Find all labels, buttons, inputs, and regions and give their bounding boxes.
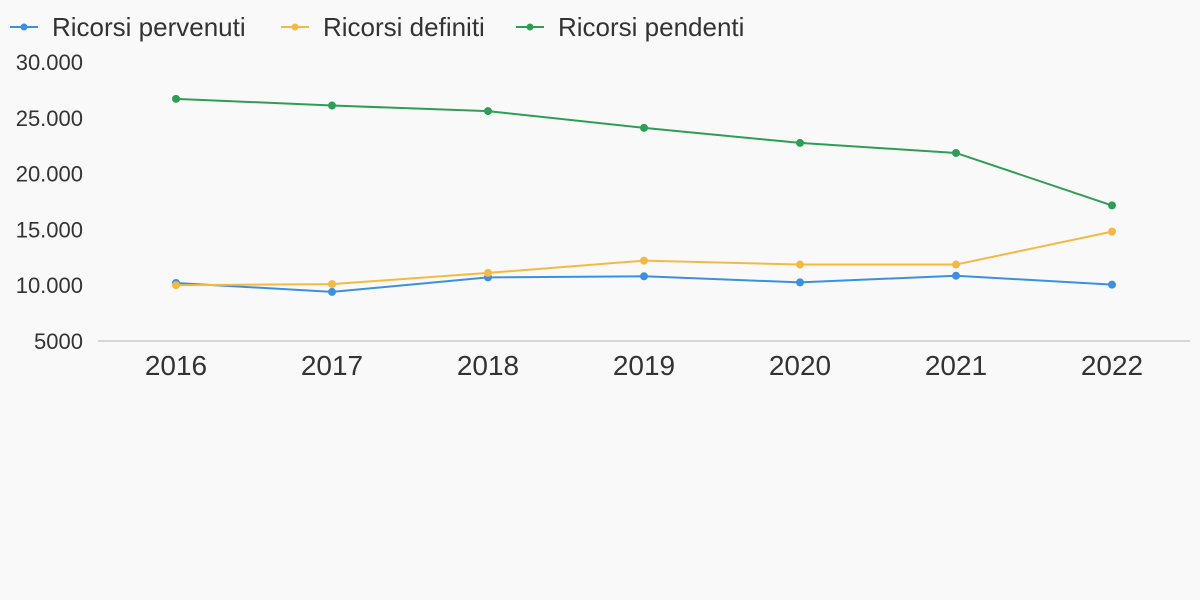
legend-label: Ricorsi pervenuti bbox=[52, 12, 246, 42]
x-tick-label: 2019 bbox=[613, 350, 675, 381]
data-point[interactable] bbox=[484, 107, 492, 116]
data-point[interactable] bbox=[640, 272, 648, 281]
legend-label: Ricorsi definiti bbox=[323, 12, 485, 42]
legend-dot-marker bbox=[291, 23, 299, 31]
y-tick-label: 30.000 bbox=[16, 50, 83, 75]
data-point[interactable] bbox=[640, 256, 648, 265]
data-point[interactable] bbox=[328, 101, 336, 110]
series-2 bbox=[172, 227, 1116, 290]
data-point[interactable] bbox=[796, 260, 804, 269]
y-tick-label: 10.000 bbox=[16, 273, 83, 298]
data-point[interactable] bbox=[328, 287, 336, 296]
data-point[interactable] bbox=[952, 271, 960, 280]
data-point[interactable] bbox=[484, 268, 492, 277]
legend-item[interactable]: Ricorsi definiti bbox=[281, 12, 485, 42]
series-line bbox=[175, 97, 1113, 207]
x-tick-label: 2018 bbox=[457, 350, 519, 381]
data-point[interactable] bbox=[640, 123, 648, 132]
data-point[interactable] bbox=[796, 278, 804, 287]
x-axis: 2016 2017 2018 2019 2020 2021 2022 bbox=[98, 340, 1190, 381]
series-3 bbox=[172, 94, 1116, 210]
x-tick-label: 2016 bbox=[145, 350, 207, 381]
plot-area bbox=[172, 94, 1116, 296]
y-tick-label: 5000 bbox=[34, 329, 83, 354]
data-point[interactable] bbox=[1108, 227, 1116, 236]
y-tick-label: 25.000 bbox=[16, 106, 83, 131]
legend-dot-marker bbox=[526, 23, 534, 31]
data-point[interactable] bbox=[952, 260, 960, 269]
legend-item[interactable]: Ricorsi pendenti bbox=[516, 12, 744, 42]
x-tick-label: 2020 bbox=[769, 350, 831, 381]
legend-dot-marker bbox=[20, 23, 28, 31]
y-axis: 5000 10.000 15.000 20.000 25.000 30.000 bbox=[16, 50, 83, 354]
y-tick-label: 15.000 bbox=[16, 217, 83, 242]
x-tick-label: 2022 bbox=[1081, 350, 1143, 381]
data-point[interactable] bbox=[796, 138, 804, 147]
data-point[interactable] bbox=[1108, 280, 1116, 289]
y-tick-label: 20.000 bbox=[16, 162, 83, 187]
data-point[interactable] bbox=[172, 94, 180, 103]
data-point[interactable] bbox=[328, 280, 336, 289]
x-tick-label: 2017 bbox=[301, 350, 363, 381]
legend-item[interactable]: Ricorsi pervenuti bbox=[10, 12, 246, 42]
legend: Ricorsi pervenuti Ricorsi definiti Ricorsi… bbox=[10, 12, 744, 42]
x-tick-label: 2021 bbox=[925, 350, 987, 381]
legend-label: Ricorsi pendenti bbox=[558, 12, 744, 42]
data-point[interactable] bbox=[172, 281, 180, 290]
data-point[interactable] bbox=[952, 148, 960, 157]
data-point[interactable] bbox=[1108, 201, 1116, 210]
